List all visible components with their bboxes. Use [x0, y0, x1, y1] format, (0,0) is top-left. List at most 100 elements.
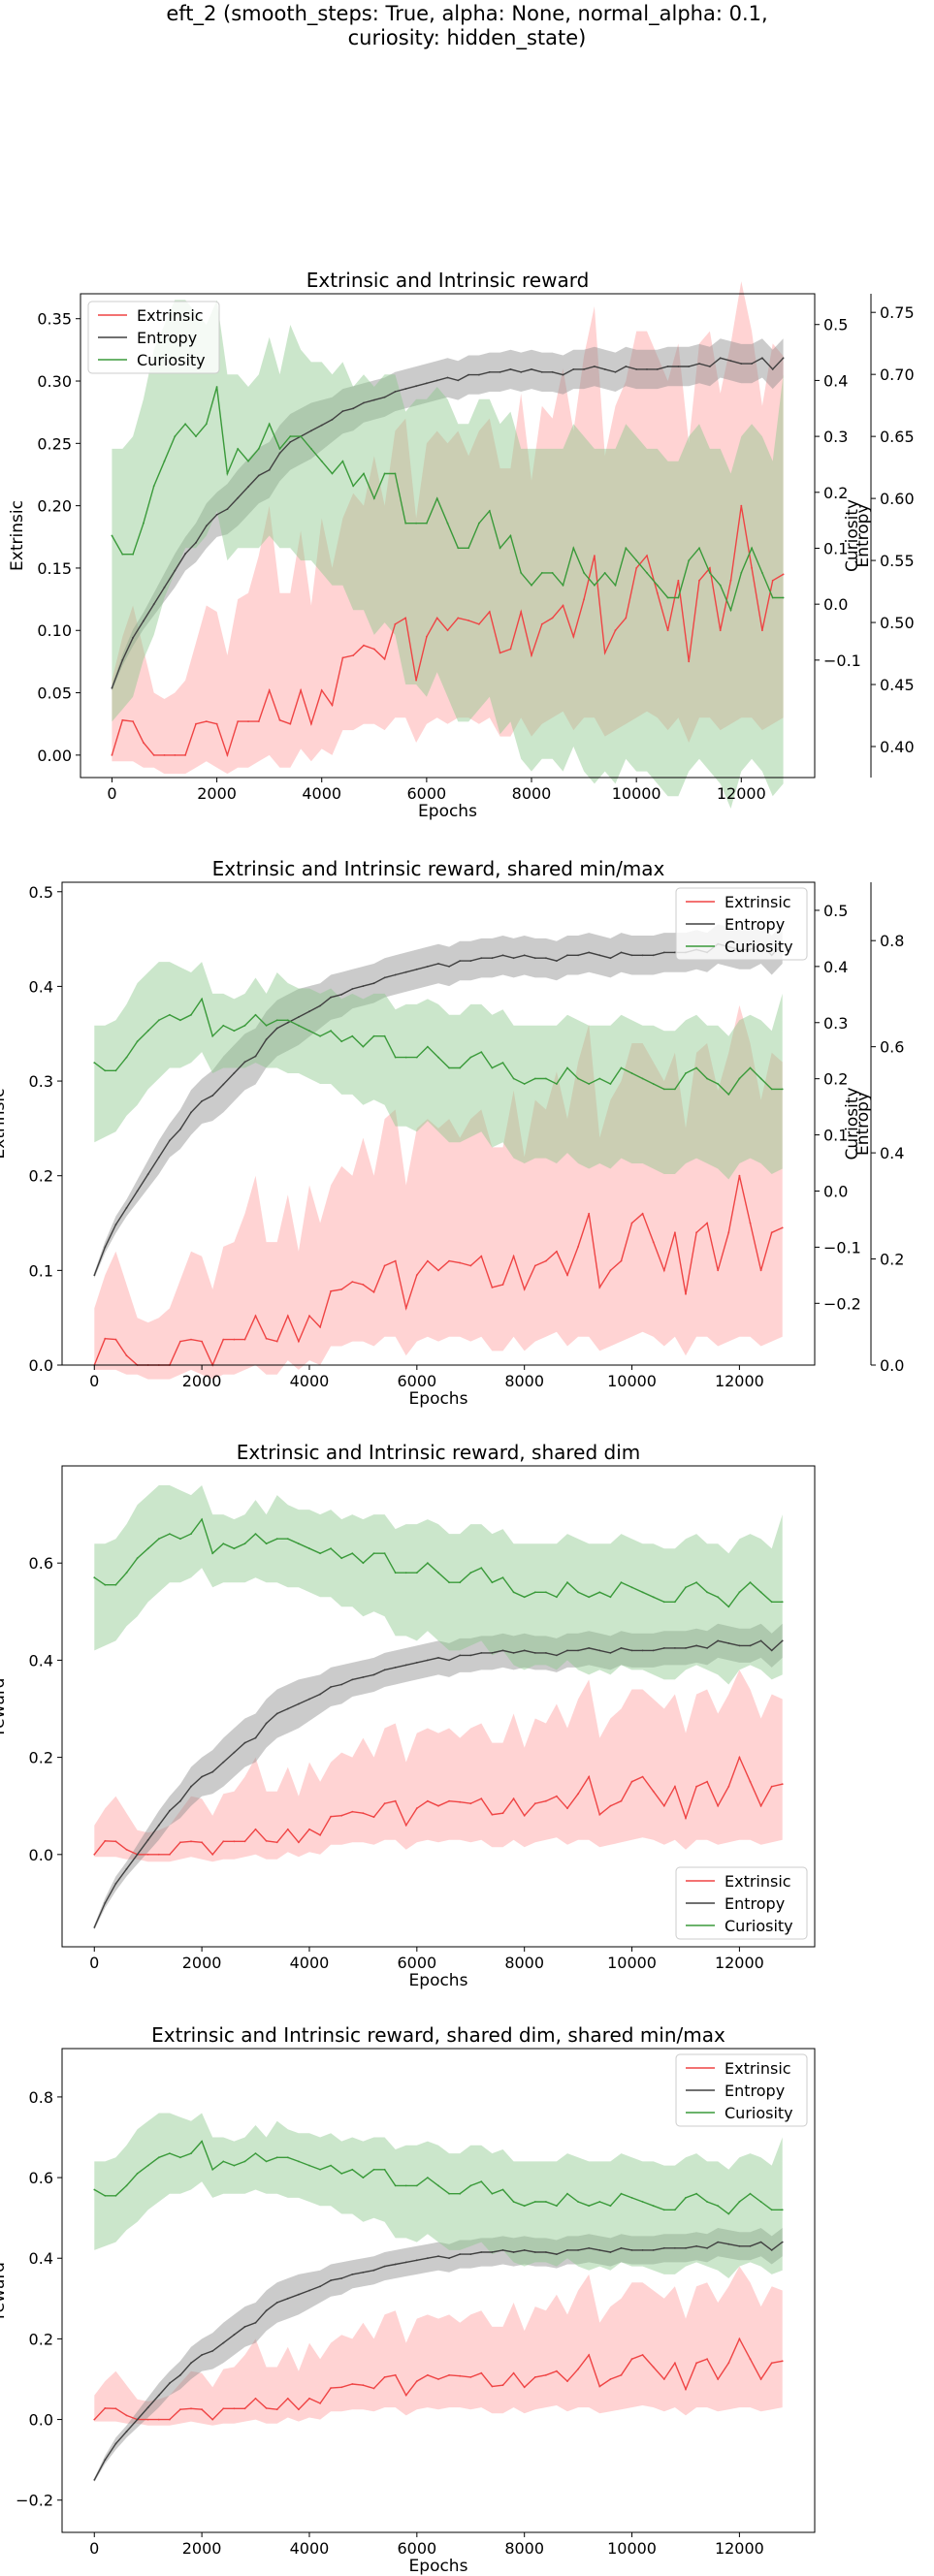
extrinsic-point — [437, 2378, 439, 2380]
extrinsic-point — [749, 1222, 752, 1224]
extrinsic-point — [727, 2362, 730, 2365]
curiosity-point — [545, 2201, 547, 2203]
entropy-point — [688, 366, 691, 367]
curiosity-point — [770, 1088, 773, 1091]
legend-label-extrinsic: Extrinsic — [725, 1872, 791, 1891]
entropy-point — [448, 1659, 450, 1662]
extrinsic-point — [759, 2378, 762, 2380]
curiosity-point — [298, 1024, 300, 1027]
extrinsic-point — [566, 2380, 568, 2383]
x-tick-label: 12000 — [717, 784, 766, 803]
curiosity-point — [572, 547, 575, 550]
curiosity-point — [706, 2201, 708, 2203]
extrinsic-point — [620, 2373, 623, 2376]
curiosity-point — [265, 1024, 268, 1027]
entropy-point — [666, 366, 669, 367]
y-tick-label: 0.35 — [37, 310, 72, 329]
chart-panel-2: Extrinsic and Intrinsic reward, shared m… — [0, 857, 904, 1409]
entropy-point — [351, 2274, 354, 2275]
entropy-point — [685, 2246, 687, 2249]
extrinsic-point — [211, 1853, 214, 1856]
entropy-point — [427, 2257, 429, 2260]
entropy-point — [394, 1667, 397, 1669]
curiosity-point — [652, 2205, 655, 2208]
curiosity-point — [562, 584, 564, 587]
curiosity-band — [94, 962, 783, 1180]
extrinsic-point — [265, 1839, 268, 1842]
curiosity-point — [630, 1586, 633, 1589]
entropy-point — [641, 2249, 644, 2251]
extrinsic-point — [195, 722, 197, 725]
curiosity-point — [362, 1562, 365, 1565]
entropy-point — [254, 1055, 257, 1058]
curiosity-point — [761, 572, 763, 574]
extrinsic-point — [459, 1800, 462, 1803]
extrinsic-point — [448, 1259, 450, 1262]
extrinsic-point — [404, 1824, 407, 1827]
extrinsic-point — [523, 1814, 526, 1817]
extrinsic-point — [759, 1804, 762, 1807]
extrinsic-point — [104, 1839, 107, 1842]
curiosity-point — [184, 423, 187, 426]
extrinsic-point — [512, 2371, 515, 2374]
chart-title: Extrinsic and Intrinsic reward, shared d… — [237, 1441, 641, 1464]
curiosity-point — [222, 1542, 225, 1545]
entropy-point — [427, 1659, 429, 1662]
curiosity-point — [501, 2188, 504, 2191]
curiosity-point — [104, 1069, 107, 1072]
curiosity-point — [320, 460, 323, 462]
curiosity-point — [195, 435, 197, 437]
entropy-point — [243, 1061, 246, 1064]
y3-tick-label: 0.40 — [880, 738, 915, 756]
curiosity-point — [427, 2177, 429, 2179]
x-axis-label: Epochs — [409, 1971, 468, 1990]
curiosity-point — [404, 1056, 407, 1059]
extrinsic-point — [132, 720, 135, 722]
entropy-point — [93, 2479, 96, 2481]
y3-tick-label: 0.55 — [880, 552, 915, 570]
curiosity-point — [457, 547, 460, 550]
curiosity-point — [727, 1606, 730, 1608]
extrinsic-point — [566, 1807, 568, 1810]
extrinsic-point — [93, 2418, 96, 2421]
extrinsic-point — [572, 635, 575, 638]
y-tick-label: −0.2 — [16, 2492, 53, 2510]
extrinsic-point — [394, 1799, 397, 1802]
y-tick-label: 0.25 — [37, 434, 72, 453]
chart-panel-4: Extrinsic and Intrinsic reward, shared d… — [0, 2023, 816, 2576]
legend-label-extrinsic: Extrinsic — [137, 306, 204, 325]
entropy-point — [641, 1649, 644, 1652]
legend-box — [675, 1866, 808, 1940]
curiosity-point — [469, 1572, 472, 1574]
entropy-point — [157, 2394, 160, 2397]
curiosity-point — [459, 2192, 462, 2195]
extrinsic-point — [174, 754, 177, 756]
y2-axis-label: Entropy — [853, 1092, 873, 1156]
curiosity-point — [556, 1083, 558, 1085]
entropy-point — [169, 1809, 171, 1812]
curiosity-point — [620, 1066, 623, 1069]
curiosity-point — [509, 534, 512, 537]
extrinsic-point — [351, 1810, 354, 1813]
entropy-point — [652, 2249, 655, 2251]
extrinsic-point — [533, 1264, 536, 1267]
chart-title: Extrinsic and Intrinsic reward, shared d… — [151, 2023, 725, 2047]
curiosity-point — [512, 1077, 515, 1080]
curiosity-point — [459, 1581, 462, 1584]
entropy-point — [415, 385, 417, 388]
entropy-point — [533, 957, 536, 960]
extrinsic-point — [363, 644, 365, 647]
entropy-point — [545, 2251, 547, 2253]
extrinsic-point — [625, 617, 628, 620]
entropy-point — [499, 370, 501, 373]
curiosity-point — [478, 522, 480, 525]
extrinsic-point — [781, 1226, 784, 1229]
entropy-point — [512, 2251, 515, 2253]
curiosity-point — [174, 435, 177, 437]
x-tick-label: 8000 — [512, 784, 552, 803]
entropy-point — [254, 1736, 257, 1739]
curiosity-point — [415, 522, 417, 525]
extrinsic-point — [666, 629, 669, 632]
plot-frame — [61, 1465, 816, 1948]
extrinsic-point — [523, 1288, 526, 1290]
